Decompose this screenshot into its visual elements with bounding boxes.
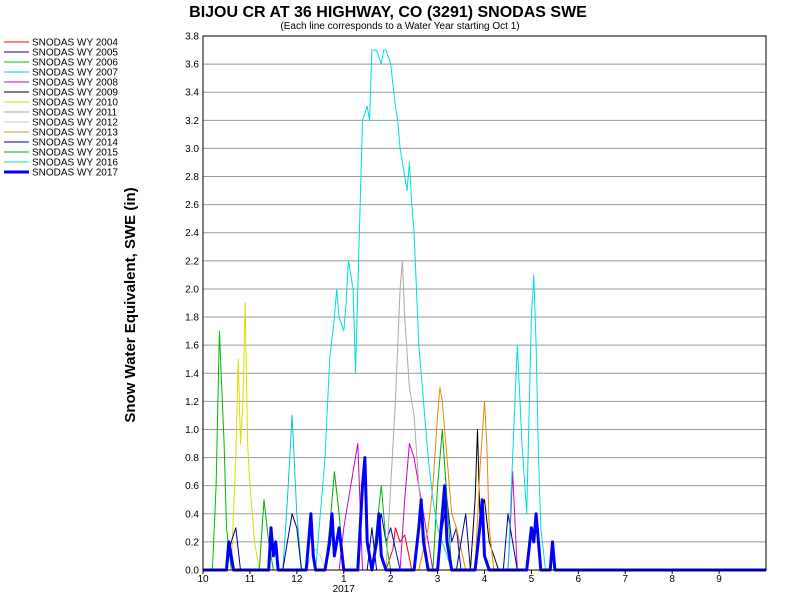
legend-entry: SNODAS WY 2004	[32, 38, 118, 49]
y-tick-label: 2.2	[185, 256, 199, 267]
legend-entry: SNODAS WY 2007	[32, 68, 118, 79]
legend-entry: SNODAS WY 2009	[32, 88, 118, 99]
legend-entry: SNODAS WY 2010	[32, 98, 118, 109]
y-tick-label: 1.2	[185, 397, 199, 408]
y-tick-label: 0.6	[185, 481, 199, 492]
y-axis-ticks: 0.0 0.2 0.4 0.6 0.8 1.0 1.2 1.4 1.6 1.8 2.0 2.2 2.4 2…	[185, 32, 199, 577]
x-tick-label: 11	[245, 574, 256, 585]
x-tick-label: 9	[716, 574, 722, 585]
chart-subtitle: (Each line corresponds to a Water Year s…	[280, 21, 519, 32]
y-tick-label: 1.0	[185, 425, 199, 436]
series-line-snodas-wy-2015	[203, 429, 766, 571]
legend-entry: SNODAS WY 2005	[32, 48, 118, 59]
x-tick-label: 1	[341, 574, 347, 585]
y-tick-label: 2.0	[185, 284, 199, 295]
x-tick-label: 10	[197, 574, 209, 585]
y-tick-label: 2.6	[185, 200, 199, 211]
y-tick-label: 3.2	[185, 116, 199, 127]
legend-entry: SNODAS WY 2014	[32, 138, 118, 149]
x-tick-label: 8	[669, 574, 675, 585]
legend-entry: SNODAS WY 2012	[32, 118, 118, 129]
x-tick-label: 4	[482, 574, 488, 585]
legend-entry: SNODAS WY 2017	[32, 168, 118, 179]
legend-entry: SNODAS WY 2008	[32, 78, 118, 89]
y-tick-label: 1.6	[185, 341, 199, 352]
x-tick-label: 12	[291, 574, 303, 585]
legend-entry: SNODAS WY 2006	[32, 58, 118, 69]
y-tick-label: 3.6	[185, 60, 199, 71]
grid-lines	[203, 35, 766, 571]
legend-entry: SNODAS WY 2013	[32, 128, 118, 139]
legend-entry: SNODAS WY 2015	[32, 148, 118, 159]
legend-entry: SNODAS WY 2011	[32, 108, 118, 119]
y-tick-label: 3.4	[185, 88, 199, 99]
y-tick-label: 2.8	[185, 172, 199, 183]
x-tick-label: 5	[529, 574, 535, 585]
x-tick-label: 3	[435, 574, 441, 585]
x-tick-label: 2	[388, 574, 394, 585]
y-tick-label: 2.4	[185, 228, 199, 239]
series-lines	[203, 49, 766, 572]
y-tick-label: 3.8	[185, 32, 199, 43]
y-tick-label: 0.2	[185, 537, 199, 548]
y-tick-label: 0.0	[185, 566, 199, 577]
series-line-snodas-wy-2010	[203, 302, 766, 571]
x-year-label: 2017	[333, 584, 356, 595]
chart-title: BIJOU CR AT 36 HIGHWAY, CO (3291) SNODAS…	[189, 4, 587, 21]
y-tick-label: 3.0	[185, 144, 199, 155]
series-line-snodas-wy-2016	[203, 49, 766, 571]
y-tick-label: 0.4	[185, 509, 199, 520]
y-tick-label: 1.4	[185, 369, 199, 380]
y-tick-label: 0.8	[185, 453, 199, 464]
legend-entry: SNODAS WY 2016	[32, 158, 118, 169]
y-axis-label: Snow Water Equivalent, SWE (in)	[122, 187, 139, 422]
x-tick-label: 7	[622, 574, 628, 585]
y-tick-label: 1.8	[185, 313, 199, 324]
x-tick-label: 6	[576, 574, 582, 585]
